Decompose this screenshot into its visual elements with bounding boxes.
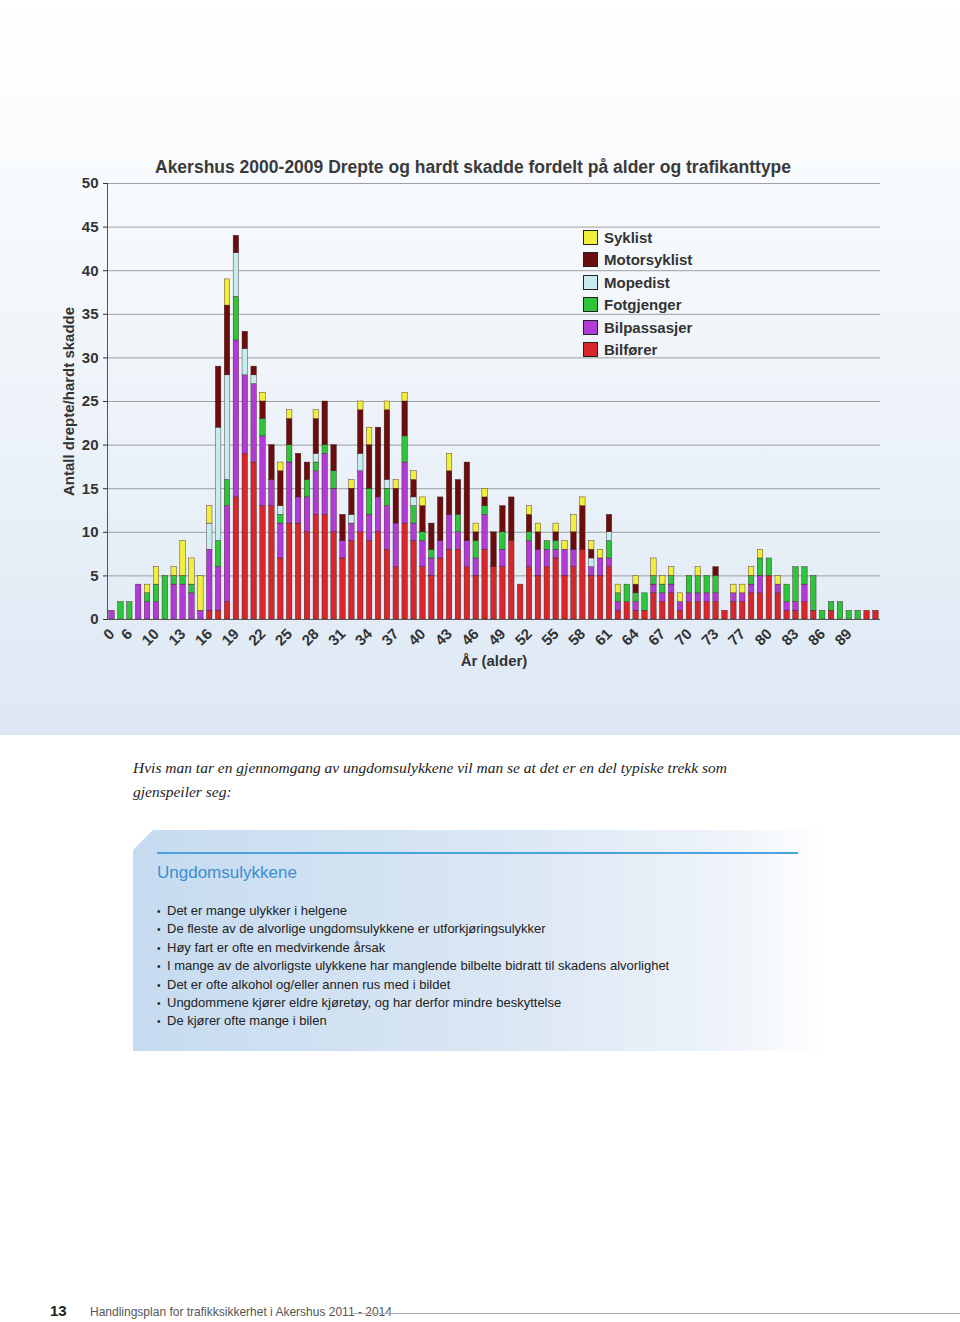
html-text:13: 13 <box>50 1302 67 1319</box>
svg-text:50: 50 <box>82 174 99 191</box>
svg-text:15: 15 <box>82 480 99 497</box>
svg-text:35: 35 <box>82 305 99 322</box>
html-text:Ungdomsulykkene: Ungdomsulykkene <box>157 863 297 882</box>
svg-text:13: 13 <box>165 625 189 649</box>
svg-text:80: 80 <box>751 625 775 649</box>
html-text:Akershus 2000-2009 Drepte og h: Akershus 2000-2009 Drepte og hardt skadd… <box>155 157 791 177</box>
html-text:Høy fart er ofte en medvirkend: Høy fart er ofte en medvirkende årsak <box>167 939 386 955</box>
svg-text:61: 61 <box>591 625 615 649</box>
svg-text:55: 55 <box>538 625 562 649</box>
html-text:Bilpassasjer: Bilpassasjer <box>604 318 693 336</box>
svg-text:77: 77 <box>724 625 748 649</box>
svg-text:Antall drepte/hardt skadde: Antall drepte/hardt skadde <box>60 307 77 496</box>
svg-text:45: 45 <box>82 218 99 235</box>
html-text:Syklist: Syklist <box>604 228 653 246</box>
html-text:Det er ofte alkohol og/eller a: Det er ofte alkohol og/eller annen rus m… <box>167 976 451 992</box>
svg-text:5: 5 <box>90 567 98 584</box>
svg-text:16: 16 <box>191 625 215 649</box>
svg-text:43: 43 <box>431 625 455 649</box>
svg-text:31: 31 <box>325 625 349 649</box>
svg-text:52: 52 <box>511 625 535 649</box>
svg-text:30: 30 <box>82 349 99 366</box>
svg-text:19: 19 <box>218 625 242 649</box>
svg-text:70: 70 <box>671 625 695 649</box>
svg-text:0: 0 <box>90 610 98 627</box>
svg-text:25: 25 <box>82 392 99 409</box>
svg-text:34: 34 <box>351 624 375 648</box>
svg-text:År (alder): År (alder) <box>461 652 528 669</box>
svg-text:37: 37 <box>378 625 402 649</box>
svg-text:28: 28 <box>298 625 322 649</box>
html-text:Hvis man tar en gjennomgang av: Hvis man tar en gjennomgang av ungdomsul… <box>133 759 727 800</box>
html-text:De fleste av de alvorlige ungd: De fleste av de alvorlige ungdomsulykken… <box>167 921 546 937</box>
html-text:De kjører ofte mange i bilen: De kjører ofte mange i bilen <box>167 1013 327 1029</box>
html-text:Mopedist: Mopedist <box>604 273 670 291</box>
html-text:Ungdommene kjører eldre kjøret: Ungdommene kjører eldre kjøretøy, og har… <box>167 995 562 1010</box>
svg-text:6: 6 <box>117 625 135 643</box>
html-text:Bilfører: Bilfører <box>604 341 658 359</box>
html-text:Motorsyklist: Motorsyklist <box>604 251 693 269</box>
html-text:I mange av de alvorligste ulyk: I mange av de alvorligste ulykkene har m… <box>167 958 670 974</box>
svg-text:20: 20 <box>82 436 99 453</box>
svg-text:25: 25 <box>271 625 295 649</box>
svg-text:10: 10 <box>82 523 99 540</box>
svg-text:89: 89 <box>831 625 855 649</box>
svg-text:83: 83 <box>778 625 802 649</box>
html-text:Fotgjenger: Fotgjenger <box>604 296 682 314</box>
svg-text:64: 64 <box>618 624 642 648</box>
svg-text:10: 10 <box>138 625 162 649</box>
svg-text:46: 46 <box>458 625 482 649</box>
svg-text:49: 49 <box>485 625 509 649</box>
html-text:Det er mange ulykker i helgene: Det er mange ulykker i helgene <box>167 903 347 918</box>
svg-text:40: 40 <box>82 262 99 279</box>
html-text:Handlingsplan for trafikksikke: Handlingsplan for trafikksikkerhet i Ake… <box>90 1305 392 1319</box>
svg-text:0: 0 <box>100 625 118 643</box>
svg-text:40: 40 <box>405 625 429 649</box>
svg-text:86: 86 <box>804 625 828 649</box>
svg-text:73: 73 <box>698 625 722 649</box>
svg-text:67: 67 <box>644 625 668 649</box>
svg-text:58: 58 <box>565 625 589 649</box>
svg-text:22: 22 <box>245 625 269 649</box>
